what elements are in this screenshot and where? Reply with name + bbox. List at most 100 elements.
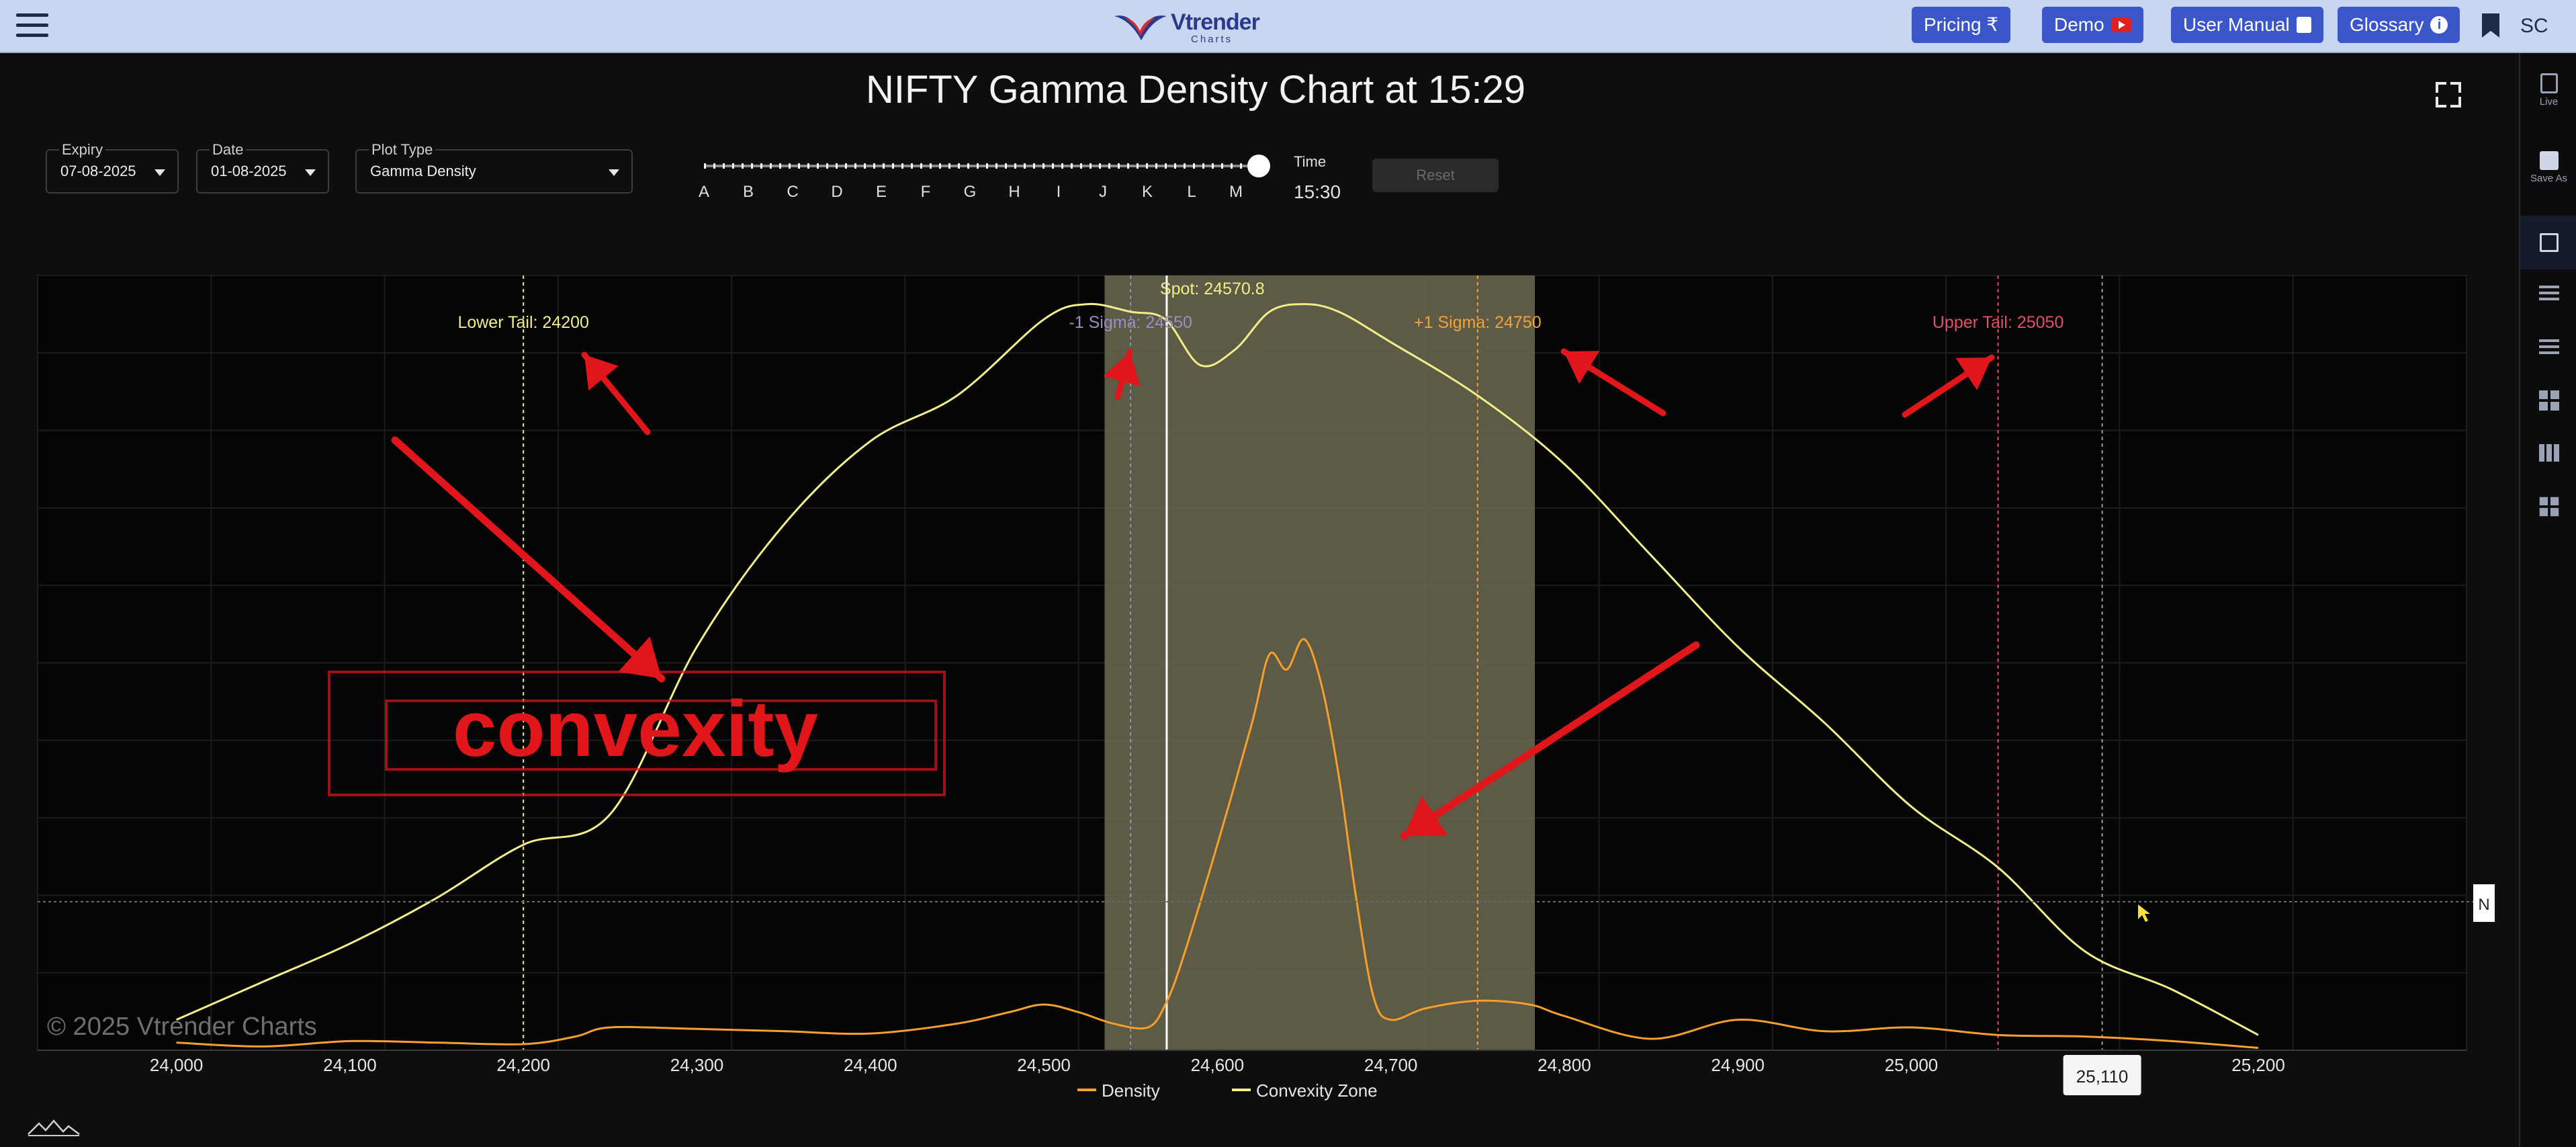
slider-letter-i[interactable]: I — [1056, 183, 1061, 201]
x-tick-label: 24,300 — [670, 1055, 724, 1075]
x-tick-label: 24,900 — [1711, 1055, 1765, 1075]
chevron-down-icon — [305, 169, 316, 176]
document-icon — [2540, 73, 2558, 93]
logo-brand: Vtrender — [1171, 9, 1260, 35]
x-tick-label: 24,100 — [323, 1055, 377, 1075]
x-tick-label: 24,800 — [1538, 1055, 1591, 1075]
marker-label-4: Upper Tail: 25050 — [1933, 313, 2064, 332]
date-value: 01-08-2025 — [211, 163, 287, 179]
x-tick-label: 24,700 — [1364, 1055, 1418, 1075]
rows-layout-icon — [2538, 339, 2559, 354]
annotation-arrow-minus-sigma-head — [1103, 352, 1141, 386]
save-as-label: Save As — [2530, 173, 2568, 184]
slider-letter-j[interactable]: J — [1099, 183, 1107, 201]
info-icon: i — [2430, 15, 2448, 34]
logo-sub: Charts — [1191, 34, 1233, 45]
top-navigation-bar: Vtrender Charts Pricing ₹ Demo User Manu… — [0, 0, 2576, 53]
single-panel-icon — [2539, 233, 2559, 252]
x-tick-label: 24,000 — [150, 1055, 204, 1075]
reset-button[interactable]: Reset — [1372, 159, 1499, 192]
crosshair-x-tag-text: 25,110 — [2076, 1066, 2129, 1087]
demo-button[interactable]: Demo — [2042, 7, 2143, 43]
fullscreen-icon[interactable] — [2436, 82, 2461, 108]
right-toolbar: Live Save As — [2519, 53, 2576, 1147]
glossary-label: Glossary — [2350, 14, 2424, 35]
slider-letter-h[interactable]: H — [1008, 183, 1020, 201]
logo-wing-icon — [1114, 15, 1167, 40]
layout-multigrid-button[interactable] — [2520, 497, 2576, 517]
grid-layout-icon — [2538, 390, 2559, 411]
expiry-label: Expiry — [59, 141, 106, 159]
annotation-arrow-density-peak — [1400, 641, 1700, 840]
slider-letter-k[interactable]: K — [1141, 183, 1153, 201]
slider-letter-c[interactable]: C — [787, 183, 799, 201]
slider-letter-a[interactable]: A — [698, 183, 709, 201]
live-label: Live — [2539, 96, 2559, 108]
x-tick-label: 24,400 — [844, 1055, 897, 1075]
annotation-arrow-lower-tail-head — [584, 355, 619, 391]
chevron-down-icon — [609, 169, 619, 176]
annotation-arrow-density-peak-head — [1404, 796, 1448, 836]
layout-columns-button[interactable] — [2520, 444, 2576, 462]
manual-icon — [2296, 16, 2311, 33]
plot-type-label: Plot Type — [369, 141, 436, 159]
demo-label: Demo — [2054, 14, 2104, 35]
x-tick-label: 25,000 — [1885, 1055, 1939, 1075]
time-value: 15:30 — [1294, 181, 1341, 202]
mountain-logo-icon — [28, 1119, 80, 1136]
chevron-down-icon — [154, 169, 165, 176]
marker-label-3: +1 Sigma: 24750 — [1414, 313, 1542, 332]
plot-type-select[interactable]: Plot Type Gamma Density — [355, 141, 633, 194]
slider-letter-m[interactable]: M — [1229, 183, 1243, 201]
vtrender-logo[interactable]: Vtrender Charts — [1112, 5, 1260, 47]
annotation-arrow-convexity-head — [618, 636, 662, 679]
x-tick-label: 24,500 — [1017, 1055, 1071, 1075]
user-avatar[interactable]: SC — [2520, 15, 2548, 37]
annotation-inner-box — [385, 699, 937, 771]
columns-layout-icon — [2538, 444, 2559, 462]
glossary-button[interactable]: Glossary i — [2338, 7, 2460, 43]
menu-icon[interactable] — [16, 13, 48, 38]
annotation-arrow-convexity — [391, 436, 666, 683]
live-button[interactable]: Live — [2520, 73, 2576, 108]
crosshair-y-tag-text: N — [2478, 896, 2489, 914]
crosshair-y-tag — [2473, 884, 2495, 922]
layout-grid-button[interactable] — [2520, 390, 2576, 411]
pricing-button[interactable]: Pricing ₹ — [1912, 7, 2011, 43]
slider-letter-b[interactable]: B — [742, 183, 754, 201]
save-as-button[interactable]: Save As — [2520, 151, 2576, 184]
expiry-select[interactable]: Expiry 07-08-2025 — [46, 141, 179, 194]
pricing-label: Pricing ₹ — [1924, 14, 1999, 35]
plot-type-value: Gamma Density — [370, 163, 476, 179]
user-manual-button[interactable]: User Manual — [2171, 7, 2323, 43]
list-layout-icon — [2538, 286, 2559, 303]
annotation-arrow-upper-tail-head — [1955, 357, 1992, 390]
marker-label-2: Spot: 24570.8 — [1160, 280, 1265, 298]
marker-label-1: -1 Sigma: 24550 — [1069, 313, 1192, 332]
convexity-zone-band — [1104, 275, 1536, 1050]
slider-letter-e[interactable]: E — [875, 183, 887, 201]
marker-label-0: Lower Tail: 24200 — [457, 313, 589, 332]
slider-letter-l[interactable]: L — [1187, 183, 1196, 201]
series-line-density — [176, 638, 2259, 1050]
time-slider-marks — [704, 163, 1259, 169]
annotation-convexity-text: convexity — [453, 685, 818, 773]
slider-letter-d[interactable]: D — [831, 183, 843, 201]
layout-single-button[interactable] — [2520, 216, 2576, 269]
legend-label-1: Convexity Zone — [1256, 1080, 1378, 1101]
series-line-convexity-zone — [176, 302, 2259, 1036]
slider-letter-g[interactable]: G — [963, 183, 977, 201]
layout-rows-button[interactable] — [2520, 339, 2576, 354]
slider-letter-f[interactable]: F — [920, 183, 931, 201]
user-manual-label: User Manual — [2183, 14, 2290, 35]
save-icon — [2539, 151, 2559, 170]
time-slider-thumb[interactable] — [1247, 155, 1270, 177]
date-select[interactable]: Date 01-08-2025 — [196, 141, 329, 194]
x-tick-label: 25,200 — [2231, 1055, 2285, 1075]
layout-list-button[interactable] — [2520, 286, 2576, 303]
annotation-arrow-plus-sigma-head — [1564, 351, 1600, 384]
crosshair-x-tag — [2063, 1055, 2141, 1095]
multigrid-layout-icon — [2539, 497, 2559, 517]
page-title: NIFTY Gamma Density Chart at 15:29 — [865, 68, 1526, 112]
